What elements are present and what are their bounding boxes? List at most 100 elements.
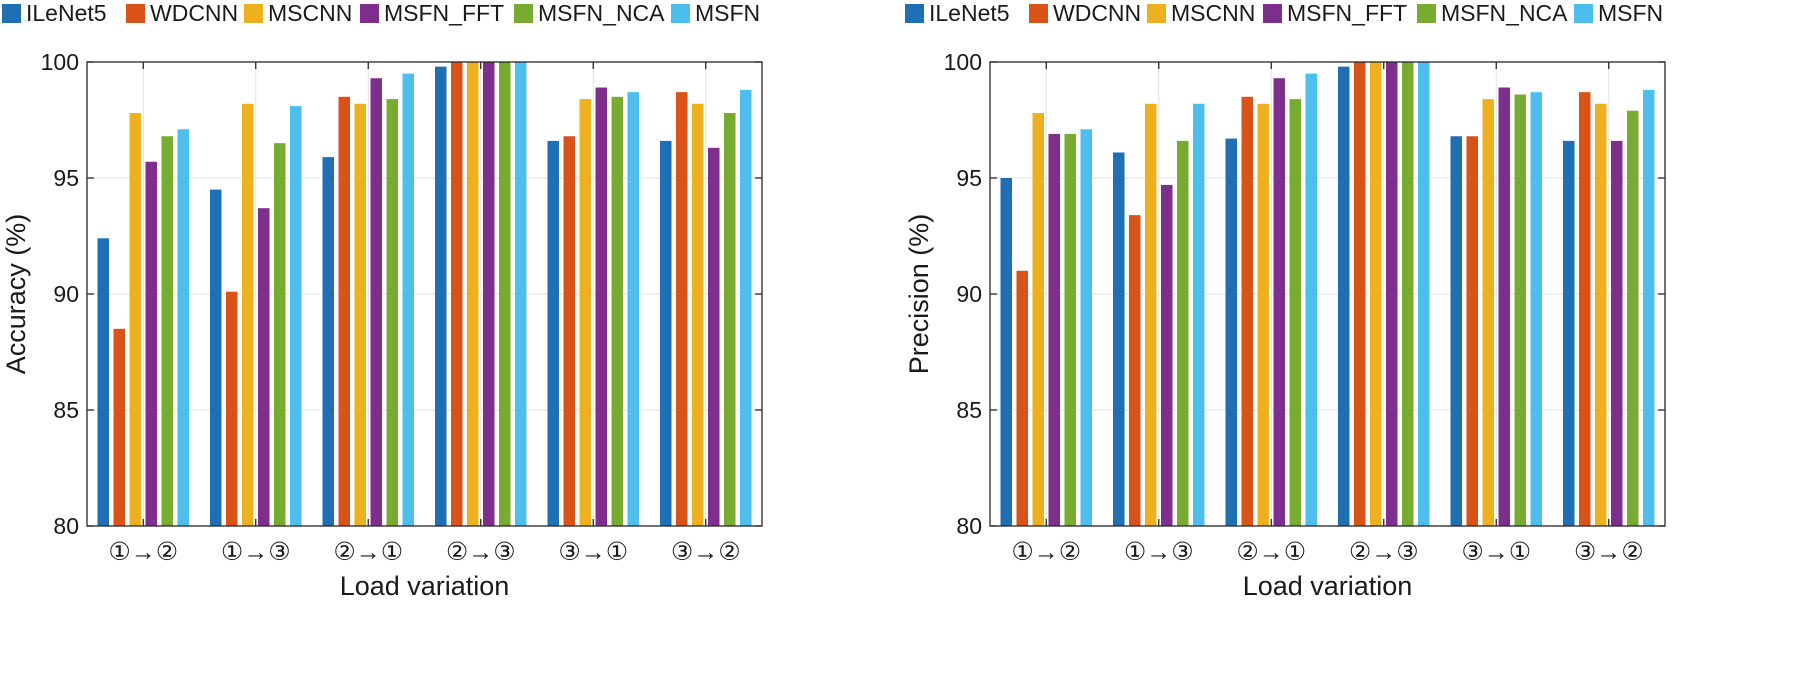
x-category-label: ①→② [108,538,178,566]
bar-msfn-nca-6 [1627,110,1639,526]
bar-mscnn-6 [692,103,704,526]
bar-wdcnn-5 [1466,136,1478,527]
bar-msfn-nca-5 [1514,94,1526,526]
bar-wdcnn-6 [1579,92,1591,526]
bar-msfn-fft-3 [370,78,382,527]
legend-swatch-msfn-fft [360,4,379,23]
y-axis-title: Precision (%) [904,214,934,375]
y-axis: 80 85 90 95 100 [41,49,762,539]
bar-ilenet5-1 [1000,178,1012,526]
bar-wdcnn-3 [338,96,350,527]
legend-swatch-wdcnn [126,4,145,23]
bar-msfn-6 [740,89,752,526]
y-tick-label: 90 [53,281,79,307]
bar-msfn-fft-3 [1273,78,1285,527]
bar-msfn-5 [627,92,639,526]
bar-msfn-2 [290,106,302,526]
y-axis: 80 85 90 95 100 [944,49,1665,539]
bar-mscnn-5 [1482,99,1494,527]
y-tick-label: 80 [53,513,79,539]
bar-wdcnn-4 [451,62,463,526]
y-tick-label: 100 [41,49,79,75]
y-axis-title: Accuracy (%) [1,214,31,375]
bar-wdcnn-6 [676,92,688,526]
x-axis-title: Load variation [1243,571,1413,601]
y-tick-label: 90 [956,281,982,307]
y-tick-label: 85 [956,397,982,423]
bar-ilenet5-6 [660,140,672,526]
bar-msfn-fft-6 [1611,140,1623,526]
legend-label-msfn: MSFN [695,0,760,26]
accuracy-chart: ILeNet5 WDCNN MSCNN MSFN_FFT MSFN_NCA MSFN808… [1,0,763,601]
bar-msfn-nca-3 [1289,99,1301,527]
bar-msfn-nca-4 [499,62,511,526]
bar-msfn-nca-4 [1402,62,1414,526]
x-category-label: ③→① [1461,538,1531,566]
bar-msfn-fft-1 [145,161,157,526]
bar-msfn-4 [1418,62,1430,526]
bar-msfn-nca-2 [274,143,286,526]
bar-ilenet5-2 [1113,152,1125,527]
bar-msfn-6 [1643,89,1655,526]
legend-swatch-msfn-nca [514,4,533,23]
bar-msfn-fft-2 [1161,184,1173,526]
bar-msfn-4 [515,62,527,526]
bar-ilenet5-3 [1225,138,1237,526]
x-axis: ①→② ①→③ ②→① ②→③ ③→① ③→② [1011,62,1644,566]
bar-ilenet5-5 [1450,136,1462,527]
x-category-label: ③→② [1574,538,1644,566]
bar-msfn-nca-1 [1064,133,1076,527]
bar-msfn-3 [1305,73,1317,526]
bar-ilenet5-5 [547,140,559,526]
bar-wdcnn-3 [1241,96,1253,527]
bar-msfn-2 [1193,103,1205,526]
bar-mscnn-6 [1595,103,1607,526]
x-category-label: ②→① [1236,538,1306,566]
bar-wdcnn-2 [1129,215,1141,526]
bar-ilenet5-3 [322,157,334,526]
legend-label-ilenet5: ILeNet5 [26,0,107,26]
legend: ILeNet5 WDCNN MSCNN MSFN_FFT MSFN_NCA MSFN [905,0,1663,26]
x-category-label: ②→③ [1349,538,1419,566]
x-category-label: ①→② [1011,538,1081,566]
bar-mscnn-2 [242,103,254,526]
legend-label-msfn-fft: MSFN_FFT [384,0,504,26]
legend-label-ilenet5: ILeNet5 [929,0,1010,26]
legend-label-wdcnn: WDCNN [150,0,238,26]
y-tick-label: 95 [53,165,79,191]
bar-mscnn-4 [467,62,479,526]
bar-mscnn-2 [1145,103,1157,526]
legend-label-mscnn: MSCNN [268,0,352,26]
bar-msfn-fft-1 [1048,133,1060,527]
bar-msfn-fft-2 [258,208,270,526]
bar-msfn-fft-6 [708,147,720,526]
x-axis-title: Load variation [340,571,510,601]
legend-label-msfn-nca: MSFN_NCA [1441,0,1568,26]
legend-swatch-mscnn [1147,4,1166,23]
bar-ilenet5-6 [1563,140,1575,526]
x-category-label: ②→① [333,538,403,566]
y-tick-label: 85 [53,397,79,423]
bar-ilenet5-2 [210,189,222,526]
legend-label-mscnn: MSCNN [1171,0,1255,26]
accuracy-chart-panel: ILeNet5 WDCNN MSCNN MSFN_FFT MSFN_NCA MSFN 80 8… [0,0,902,690]
legend-swatch-msfn [1574,4,1593,23]
bar-mscnn-1 [1032,113,1044,526]
y-tick-label: 80 [956,513,982,539]
bar-msfn-nca-5 [611,96,623,527]
precision-chart: ILeNet5 WDCNN MSCNN MSFN_FFT MSFN_NCA MSFN808… [904,0,1666,601]
bar-mscnn-4 [1370,62,1382,526]
bar-mscnn-3 [1257,103,1269,526]
x-category-label: ③→② [671,538,741,566]
bar-wdcnn-1 [113,328,125,526]
x-category-label: ①→③ [221,538,291,566]
bar-msfn-fft-5 [1498,87,1510,527]
bar-mscnn-5 [579,99,591,527]
bar-mscnn-1 [129,113,141,526]
bar-msfn-fft-4 [1386,62,1398,526]
bar-wdcnn-4 [1354,62,1366,526]
x-category-label: ③→① [558,538,628,566]
legend-label-msfn: MSFN [1598,0,1663,26]
precision-chart-panel: ILeNet5 WDCNN MSCNN MSFN_FFT MSFN_NCA MSFN 80 8… [903,0,1805,690]
bar-msfn-1 [1080,129,1092,526]
